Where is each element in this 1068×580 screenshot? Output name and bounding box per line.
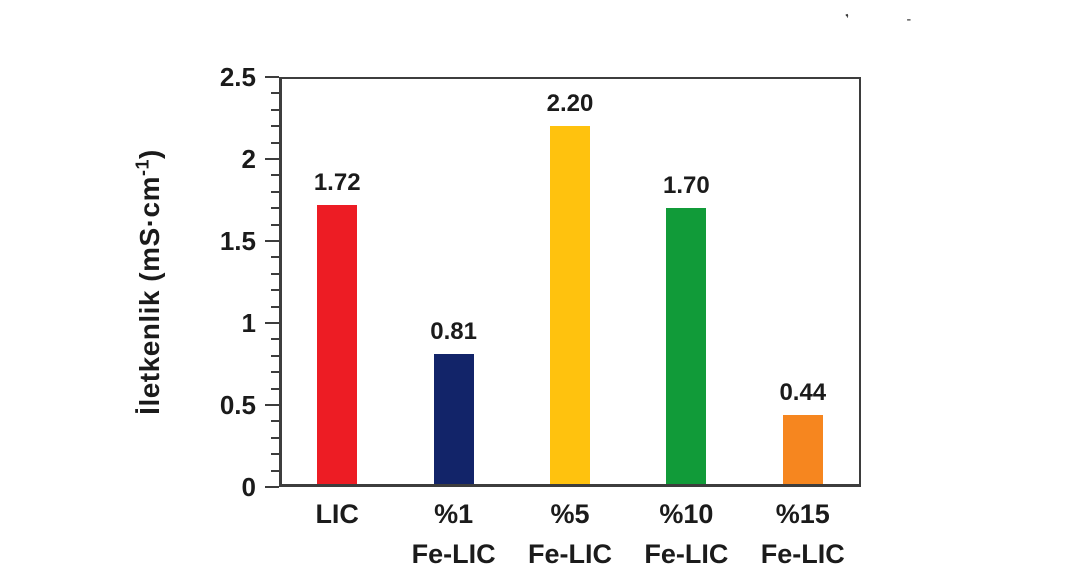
- x-category-label-line1: %1: [434, 499, 474, 529]
- stray-artifact-mark-1: ❜: [844, 12, 852, 26]
- y-tick-label: 1.5: [219, 226, 256, 256]
- x-category-label-line2: Fe-LIC: [528, 539, 612, 569]
- bar-pct15-Fe-LIC: [782, 414, 823, 484]
- bar-value-label: 0.44: [779, 378, 827, 406]
- y-minor-tick: [271, 108, 279, 111]
- y-major-tick: [265, 322, 279, 324]
- y-minor-tick: [271, 453, 279, 456]
- y-tick-label: 0: [241, 472, 256, 502]
- x-category-label-line2: Fe-LIC: [644, 539, 729, 569]
- x-category-label-line1: %5: [550, 499, 590, 529]
- bar-value-label: 1.70: [663, 172, 710, 200]
- bar-pct10-Fe-LIC: [666, 208, 707, 484]
- y-major-tick: [265, 486, 279, 488]
- y-minor-tick: [271, 387, 279, 390]
- y-minor-tick: [271, 190, 279, 193]
- y-minor-tick: [271, 354, 279, 357]
- x-category-label-line1: %10: [659, 499, 714, 529]
- y-minor-tick: [271, 272, 279, 275]
- y-minor-tick: [271, 223, 279, 226]
- bar-pct5-Fe-LIC: [550, 126, 590, 484]
- y-minor-tick: [271, 256, 279, 259]
- y-tick-label: 0.5: [219, 390, 256, 420]
- x-category-label-line2: Fe-LIC: [411, 539, 496, 569]
- y-major-tick: [265, 240, 279, 242]
- y-tick-label: 2: [241, 144, 256, 174]
- y-minor-tick: [271, 141, 279, 144]
- y-minor-tick: [271, 420, 279, 423]
- y-axis-title-superscript: -1: [132, 159, 153, 177]
- y-minor-tick: [271, 305, 279, 308]
- y-minor-tick: [271, 469, 279, 472]
- y-major-tick: [265, 76, 279, 78]
- y-tick-label: 2.5: [219, 62, 256, 92]
- y-minor-tick: [271, 436, 279, 439]
- y-axis-title-main: İletkenlik (mS·cm: [134, 176, 165, 415]
- bar-LIC: [317, 204, 358, 484]
- bar-pct1-Fe-LIC: [433, 354, 474, 484]
- y-minor-tick: [271, 289, 279, 292]
- bar-value-label: 0.81: [430, 318, 477, 346]
- stray-artifact-mark-2: ˗: [907, 13, 911, 25]
- y-minor-tick: [271, 338, 279, 341]
- bar-value-label: 2.20: [546, 90, 594, 118]
- y-axis-title: İletkenlik (mS·cm-1): [132, 149, 166, 415]
- y-axis-title-end: ): [134, 149, 165, 159]
- y-minor-tick: [271, 207, 279, 210]
- y-major-tick: [265, 158, 279, 160]
- y-minor-tick: [271, 371, 279, 374]
- bar-value-label: 1.72: [313, 168, 361, 196]
- y-major-tick: [265, 404, 279, 406]
- x-category-label-line2: Fe-LIC: [760, 539, 845, 569]
- plot-area: [279, 77, 861, 487]
- y-minor-tick: [271, 92, 279, 95]
- y-minor-tick: [271, 125, 279, 128]
- y-tick-label: 1: [241, 308, 256, 338]
- x-category-label-line1: %15: [775, 499, 830, 529]
- x-category-label-line1: LIC: [315, 499, 359, 529]
- y-minor-tick: [271, 174, 279, 177]
